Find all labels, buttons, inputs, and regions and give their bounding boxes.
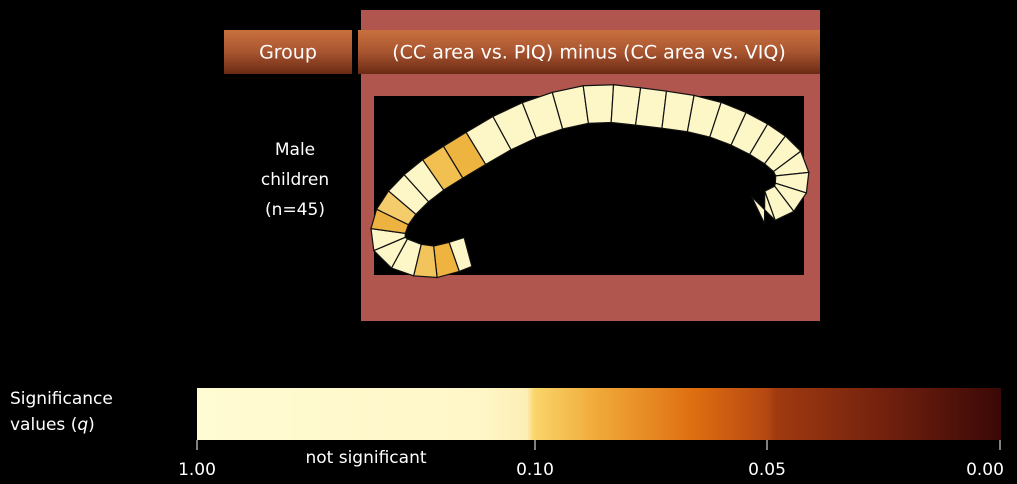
column-title: (CC area vs. PIQ) minus (CC area vs. VIQ… [392,42,785,64]
colorbar-symbol: q [77,415,88,435]
tick-label: 1.00 [178,460,216,480]
colorbar-title: ) [88,415,95,435]
cc-segment [634,87,668,129]
tick-label: 0.05 [748,460,786,480]
row-label: children [261,170,329,190]
colorbar-title: values (q) [10,415,95,435]
colorbar-ticks: 1.00 0.10 0.05 0.00 [178,440,1004,480]
cc-segment [582,84,615,124]
colorbar-note: not significant [305,448,426,468]
row-label: Male [275,140,315,160]
cc-segment [750,191,776,224]
colorbar [197,388,1001,440]
row-label: (n=45) [265,200,325,220]
tick-label: 0.00 [966,460,1004,480]
group-header [224,30,352,74]
title-header [358,30,820,74]
tick-label: 0.10 [516,460,554,480]
group-label: Group [259,42,317,64]
colorbar-title: values ( [10,415,77,435]
colorbar-title: Significance [10,389,113,409]
corpus-callosum [370,84,810,279]
